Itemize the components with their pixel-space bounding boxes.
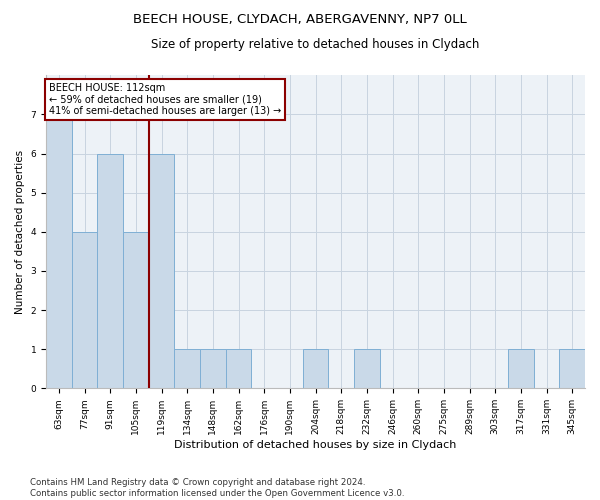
Bar [97,154,123,388]
Bar [71,232,97,388]
Text: Contains HM Land Registry data © Crown copyright and database right 2024.
Contai: Contains HM Land Registry data © Crown c… [30,478,404,498]
Bar [123,232,149,388]
Bar [46,114,71,388]
Bar [508,349,533,389]
Bar [200,349,226,389]
X-axis label: Distribution of detached houses by size in Clydach: Distribution of detached houses by size … [175,440,457,450]
Bar [302,349,328,389]
Text: BEECH HOUSE: 112sqm
← 59% of detached houses are smaller (19)
41% of semi-detach: BEECH HOUSE: 112sqm ← 59% of detached ho… [49,83,281,116]
Title: Size of property relative to detached houses in Clydach: Size of property relative to detached ho… [151,38,480,51]
Bar [559,349,585,389]
Bar [226,349,251,389]
Bar [149,154,175,388]
Y-axis label: Number of detached properties: Number of detached properties [15,150,25,314]
Bar [354,349,380,389]
Bar [175,349,200,389]
Text: BEECH HOUSE, CLYDACH, ABERGAVENNY, NP7 0LL: BEECH HOUSE, CLYDACH, ABERGAVENNY, NP7 0… [133,12,467,26]
